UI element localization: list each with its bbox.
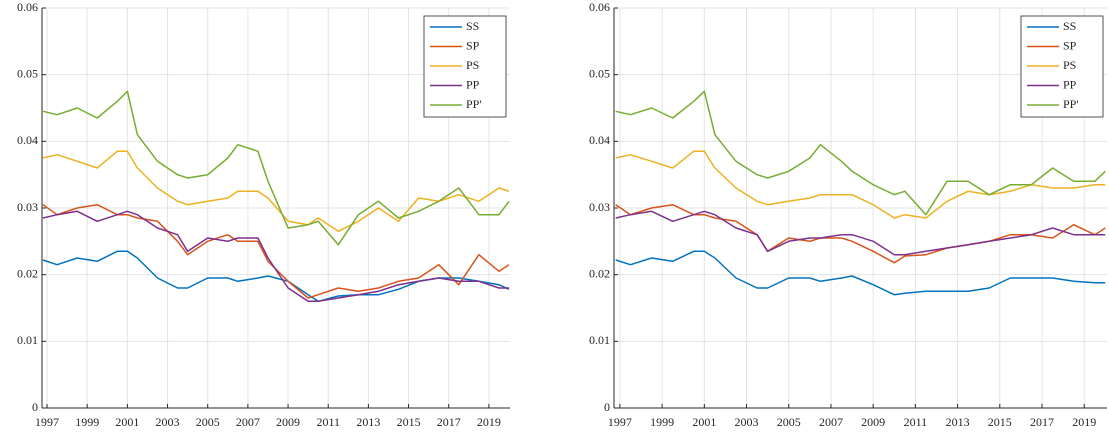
legend-label: SS (466, 19, 479, 33)
series-line (42, 203, 510, 299)
legend-label: SP (466, 38, 480, 52)
x-tick-label: 2013 (356, 415, 380, 429)
legend-label: PP' (466, 97, 482, 111)
y-tick-label: 0.02 (17, 266, 38, 280)
x-tick-label: 2003 (156, 415, 180, 429)
x-tick-label: 2009 (861, 415, 885, 429)
x-tick-label: 2005 (196, 415, 220, 429)
y-tick-label: 0.05 (17, 66, 38, 80)
y-tick-label: 0.01 (589, 333, 610, 347)
series-line (615, 90, 1106, 216)
chart: 0 0.01 0.02 0.03 0.04 0.05 0.06 1997 1999 2001 200… (589, 0, 1107, 429)
y-tick-label: 0.04 (17, 133, 38, 147)
x-tick-label: 1999 (75, 415, 99, 429)
x-tick-label: 2007 (819, 415, 843, 429)
legend-box (423, 15, 507, 118)
x-tick-label: 2011 (316, 415, 340, 429)
x-tick-label: 2015 (988, 415, 1012, 429)
legend-label: SP (1063, 38, 1077, 52)
x-tick-label: 2011 (904, 415, 928, 429)
chart: 0 0.01 0.02 0.03 0.04 0.05 0.06 1997 1999 2001 200… (17, 0, 510, 429)
y-tick-label: 0.04 (589, 133, 610, 147)
x-tick-label: 2019 (477, 415, 501, 429)
x-tick-label: 2007 (236, 415, 260, 429)
series-line (615, 203, 1106, 264)
x-tick-label: 2001 (692, 415, 716, 429)
y-tick-label: 0.01 (17, 333, 38, 347)
x-tick-label: 1999 (650, 415, 674, 429)
x-tick-label: 2017 (1030, 415, 1054, 429)
x-tick-label: 2001 (115, 415, 139, 429)
series-line (42, 150, 510, 233)
x-tick-label: 2015 (397, 415, 421, 429)
y-tick-label: 0.05 (589, 66, 610, 80)
series-line (615, 150, 1106, 219)
y-tick-label: 0.06 (17, 0, 38, 14)
series-line (615, 250, 1106, 296)
series-line (42, 210, 509, 303)
legend-label: SS (1063, 19, 1076, 33)
y-tick-label: 0 (32, 400, 38, 414)
x-tick-label: 1997 (608, 415, 632, 429)
x-tick-label: 2003 (735, 415, 759, 429)
x-tick-label: 2009 (276, 415, 300, 429)
legend-label: PP (466, 77, 480, 91)
legend: SS SP PS PP PP' (423, 15, 507, 118)
x-tick-label: 2005 (777, 415, 801, 429)
y-tick-label: 0 (604, 400, 610, 414)
x-tick-label: 1997 (35, 415, 59, 429)
legend-label: PP' (1063, 97, 1079, 111)
series-line (615, 210, 1106, 256)
x-tick-label: 2017 (437, 415, 461, 429)
y-tick-label: 0.03 (17, 200, 38, 214)
y-tick-label: 0.02 (589, 266, 610, 280)
x-tick-label: 2019 (1072, 415, 1096, 429)
y-tick-label: 0.03 (589, 200, 610, 214)
series-line (42, 90, 510, 246)
x-tick-label: 2013 (946, 415, 970, 429)
legend: SS SP PS PP PP' (1020, 15, 1104, 118)
series-line (42, 250, 510, 303)
y-tick-label: 0.06 (589, 0, 610, 14)
legend-label: PS (466, 58, 479, 72)
legend-label: PS (1063, 58, 1076, 72)
legend-label: PP (1063, 77, 1077, 91)
